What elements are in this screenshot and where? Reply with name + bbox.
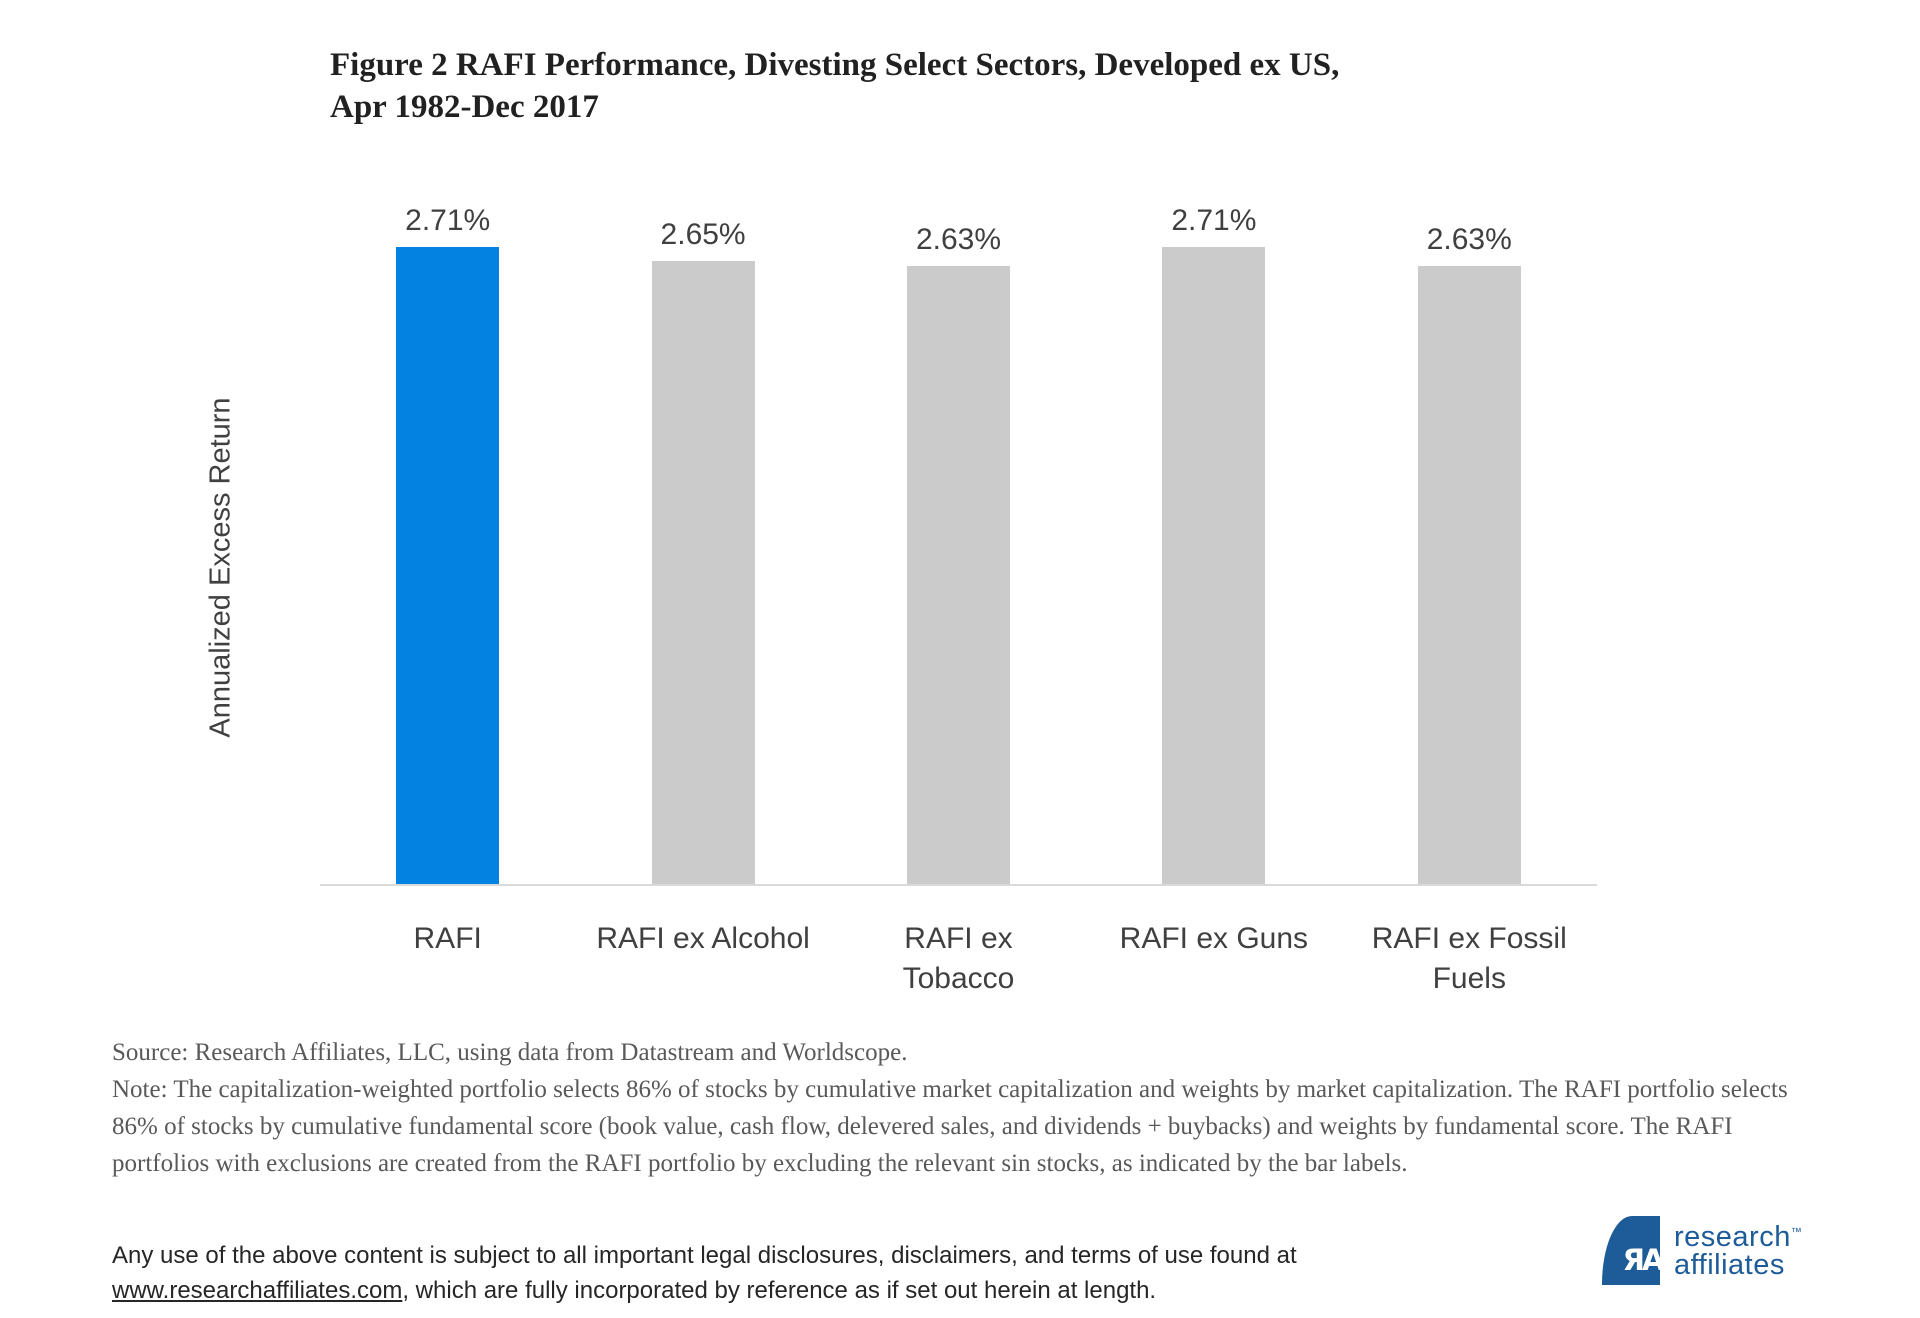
research-affiliates-logo-icon: ЯA — [1602, 1216, 1660, 1285]
x-label-rafi-ex-alcohol: RAFI ex Alcohol — [596, 922, 810, 955]
bar-rafi-ex-fossil-fuels — [1417, 266, 1521, 884]
x-label-rafi-ex-tobacco: RAFI ex Tobacco — [902, 922, 1015, 995]
x-label-rafi-ex-guns: RAFI ex Guns — [1119, 922, 1309, 955]
chart-title: Figure 2 RAFI Performance, Divesting Sel… — [330, 44, 1339, 128]
trademark-symbol: ™ — [1790, 1226, 1803, 1239]
bar-value-label: 2.63% — [915, 223, 1002, 256]
bar-rafi-ex-guns — [1162, 247, 1266, 884]
logo-wordmark-line1: research™ — [1674, 1221, 1803, 1253]
bar-value-label: 2.71% — [405, 204, 491, 237]
logo-wordmark: research™ affiliates — [1674, 1221, 1803, 1281]
bar-rafi — [396, 247, 500, 884]
bar-group-rafi: 2.71% — [320, 190, 575, 884]
x-label-rafi: RAFI — [413, 922, 482, 955]
bar-group-rafi-ex-tobacco: 2.63% — [831, 190, 1086, 884]
bar-group-rafi-ex-fossil-fuels: 2.63% — [1342, 190, 1597, 884]
logo-wordmark-line2: affiliates — [1674, 1249, 1785, 1281]
x-label-rafi-ex-fossil-fuels: RAFI ex Fossil Fuels — [1371, 922, 1567, 995]
source-line: Source: Research Affiliates, LLC, using … — [112, 1039, 908, 1066]
x-axis-line — [320, 884, 1597, 886]
researchaffiliates-link[interactable]: www.researchaffiliates.com — [112, 1277, 403, 1304]
bar-value-label: 2.65% — [660, 218, 746, 251]
note-paragraph: Note: The capitalization-weighted portfo… — [112, 1076, 1788, 1177]
x-axis-category-labels: RAFI RAFI ex Alcohol RAFI ex Tobacco RAF… — [320, 919, 1597, 999]
chart-title-line1: Figure 2 RAFI Performance, Divesting Sel… — [330, 47, 1340, 83]
bar-rafi-ex-alcohol — [651, 261, 755, 884]
y-axis-label: Annualized Excess Return — [204, 396, 237, 738]
bar-value-label: 2.71% — [1171, 204, 1257, 237]
bar-group-rafi-ex-guns: 2.71% — [1086, 190, 1341, 884]
legal-disclaimer: Any use of the above content is subject … — [112, 1238, 1372, 1308]
disclaimer-text-before-link: Any use of the above content is subject … — [112, 1242, 1297, 1269]
source-note-block: Source: Research Affiliates, LLC, using … — [112, 1034, 1818, 1182]
bar-chart-plot-area: 2.71% 2.65% 2.63% 2.71% 2.63% — [320, 190, 1597, 884]
bar-value-label: 2.63% — [1426, 223, 1512, 256]
bar-group-rafi-ex-alcohol: 2.65% — [575, 190, 830, 884]
logo-monogram: ЯA — [1623, 1243, 1660, 1277]
chart-title-line2: Apr 1982-Dec 2017 — [330, 89, 599, 125]
research-affiliates-logo: ЯA research™ affiliates — [1602, 1216, 1802, 1285]
disclaimer-text-after-link: , which are fully incorporated by refere… — [402, 1277, 1157, 1304]
bar-rafi-ex-tobacco — [906, 266, 1010, 884]
